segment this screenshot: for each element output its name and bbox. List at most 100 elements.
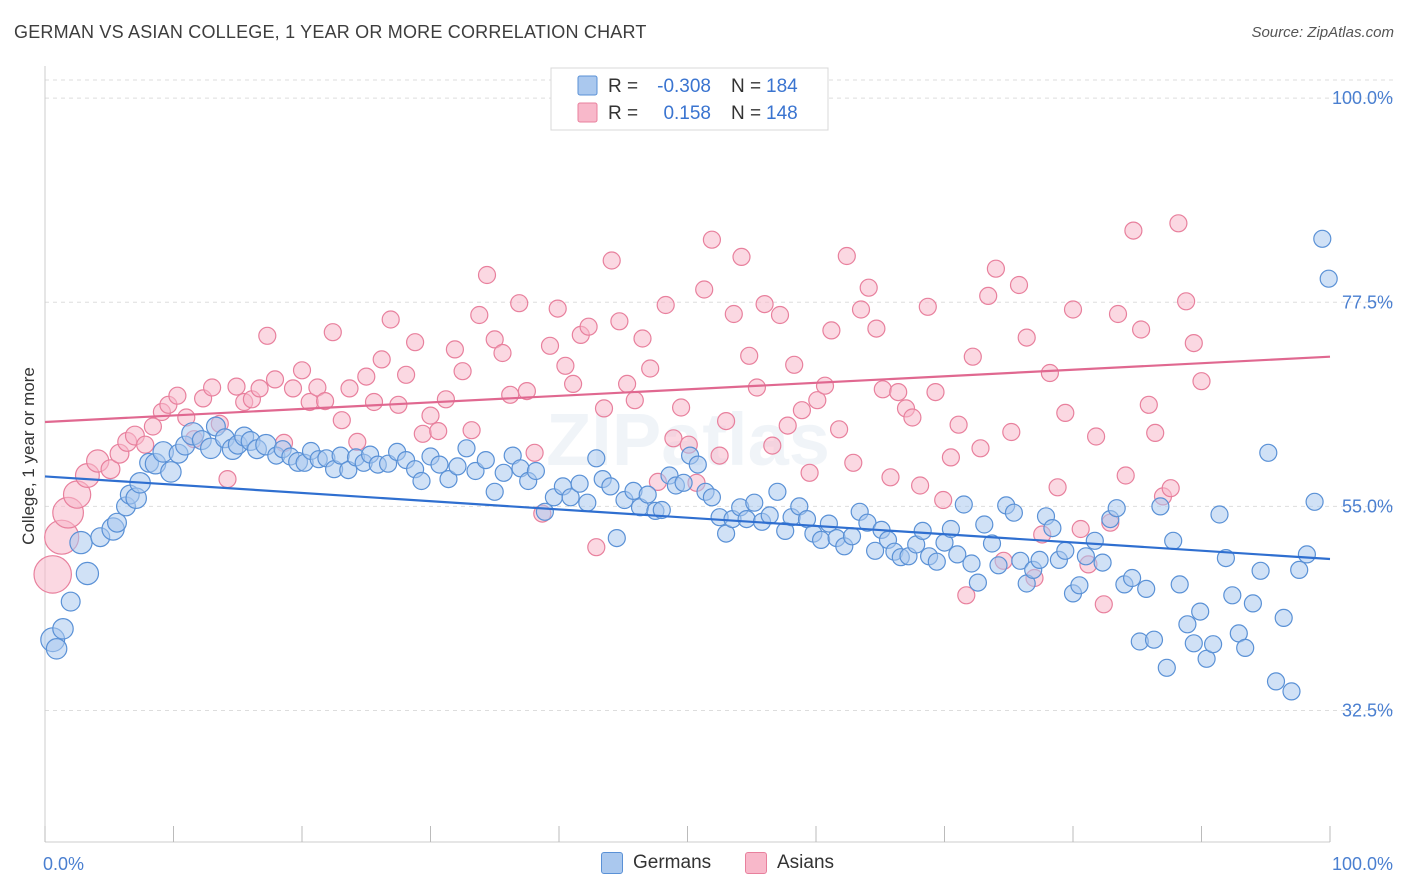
asian-point [755,295,774,314]
asian-point [477,265,497,285]
asian-point [910,476,930,495]
german-point [745,493,764,512]
asian-point [724,304,743,324]
asian-point [1192,372,1211,391]
german-point [457,439,476,458]
asians-legend-label: Asians [777,852,835,873]
asian-point [1184,334,1203,353]
y-tick-labels: 32.5% 55.0% 77.5% 100.0% [1332,88,1393,720]
asian-point [340,379,359,398]
asian-point [332,411,351,430]
asian-point [602,251,621,270]
german-point [1170,575,1189,594]
german-point [1313,229,1332,248]
asians-r-label: R = [608,103,638,124]
german-point [1070,576,1089,595]
germans-n-value: 184 [766,76,798,97]
german-point [652,500,671,520]
german-point [1266,672,1286,691]
asian-point [1161,479,1180,498]
y-tick-label: 32.5% [1342,700,1393,720]
germans-r-label: R = [608,76,638,97]
asian-point [986,259,1006,278]
asian-point [859,278,878,297]
german-point [1210,505,1229,524]
asian-point [357,367,376,386]
asian-point [1086,427,1106,446]
german-point [1216,548,1236,568]
asians-n-label: N = [731,103,761,124]
german-point [485,482,504,501]
asian-point [1094,595,1113,614]
asian-point [625,391,644,410]
asian-point [641,359,660,378]
x-tick-label-min: 0.0% [43,854,84,874]
german-point [811,530,831,550]
german-point [1164,531,1183,550]
asian-point [1009,275,1029,295]
german-point [968,573,988,592]
asian-point [445,340,464,359]
asian-point [1048,478,1067,497]
asian-point [822,321,841,340]
german-point [1030,550,1049,570]
asian-point [829,420,849,439]
german-point [1319,269,1338,288]
german-point [587,449,606,468]
germans-series [40,229,1338,701]
asian-point [493,343,512,363]
asian-point [1002,422,1021,442]
german-point [1251,561,1270,580]
german-point [989,556,1008,575]
asian-point [671,398,691,417]
asian-point [563,374,583,393]
german-point [865,541,885,560]
asian-point [837,246,856,266]
asian-point [844,453,863,472]
axes [44,66,1331,843]
german-point [1236,638,1255,658]
asian-point [695,280,714,299]
german-point [954,495,973,514]
y-tick-label: 55.0% [1342,496,1393,516]
german-point [160,461,182,483]
asian-point [323,323,342,342]
german-point [45,637,68,660]
asians-legend-swatch [577,102,598,123]
asian-point [747,378,767,397]
asian-point [1017,328,1036,347]
german-point [1259,443,1278,462]
asian-point [587,538,606,557]
asian-point [763,436,782,455]
german-point [768,482,787,501]
asians-swatch [745,852,767,874]
stats-legend: R = -0.308 N = 184 R = 0.158 N = 148 [550,67,829,131]
german-point [1223,586,1242,605]
german-point [526,461,546,481]
asian-point [851,300,871,319]
asian-point [540,336,560,355]
asian-point [957,586,976,605]
asian-point [792,401,812,420]
asians-n-value: 148 [766,103,798,124]
asian-point [1131,320,1151,339]
asian-point [453,362,472,381]
asian-point [889,383,908,402]
asian-point [33,555,73,594]
asian-point [258,326,277,345]
asian-point [227,377,246,396]
germans-n-label: N = [731,76,761,97]
asian-point [1056,403,1075,422]
legend-item-asians[interactable]: Asians [745,852,834,874]
asian-point [413,424,432,443]
asian-point [1063,300,1083,319]
asian-point [136,435,155,454]
legend-item-germans[interactable]: Germans [601,852,711,874]
german-point [948,545,967,564]
asian-point [429,422,448,441]
asian-point [979,286,998,305]
german-point [494,463,513,482]
german-point [1056,541,1075,560]
german-point [561,488,580,507]
asian-point [250,379,269,398]
